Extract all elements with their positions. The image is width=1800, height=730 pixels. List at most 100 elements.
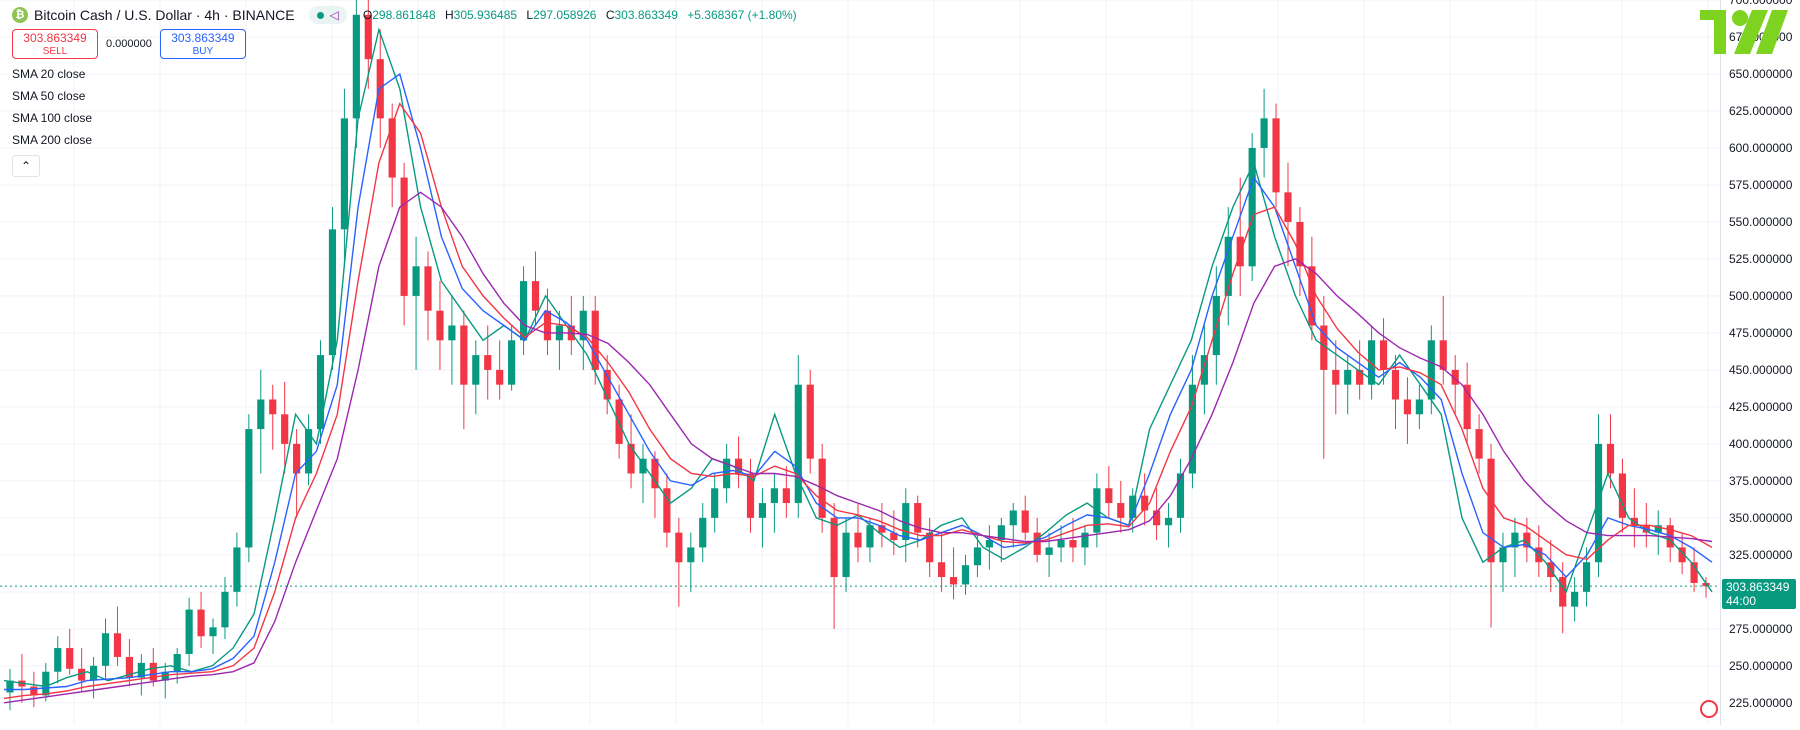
chart-canvas[interactable] — [0, 0, 1720, 725]
last-price-tag: 303.863349 44:00 — [1722, 579, 1796, 610]
candle-body — [316, 355, 325, 430]
candle-body — [340, 118, 348, 230]
candle-body — [1678, 547, 1686, 563]
high-label: H — [444, 8, 454, 22]
symbol-title[interactable]: Bitcoin Cash / U.S. Dollar · 4h · BINANC… — [34, 7, 295, 23]
candle-body — [101, 633, 110, 666]
candle-body — [806, 384, 814, 459]
candle-body — [1583, 562, 1591, 592]
spread-value: 0.000000 — [106, 38, 152, 50]
candle-body — [1511, 532, 1519, 548]
candle-body — [1379, 340, 1388, 370]
currency-flag-icon[interactable] — [1700, 700, 1718, 718]
price-chart[interactable] — [0, 0, 1720, 725]
candle-body — [1260, 118, 1268, 148]
price-scale[interactable]: 225.000000250.000000275.000000300.000000… — [1720, 0, 1800, 725]
price-tick-label: 600.000000 — [1729, 140, 1793, 155]
candle-body — [221, 591, 229, 628]
candle-body — [902, 503, 910, 541]
candle-body — [926, 532, 934, 563]
buy-button[interactable]: 303.863349 BUY — [159, 29, 246, 59]
candle-body — [1320, 325, 1328, 370]
candle-body — [1618, 473, 1627, 518]
price-tick-label: 225.000000 — [1729, 695, 1793, 710]
candle-body — [137, 662, 145, 678]
candle-body — [1606, 443, 1615, 474]
candle-body — [782, 488, 790, 504]
candle-body — [173, 653, 181, 672]
candle-body — [113, 633, 122, 657]
candle-body — [472, 355, 480, 385]
candle-body — [400, 177, 408, 296]
last-price-value: 303.863349 — [1726, 580, 1790, 595]
indicator-sma-100[interactable]: SMA 100 close — [12, 111, 93, 125]
sell-label: SELL — [42, 46, 68, 57]
candle-body — [1463, 384, 1471, 430]
candle-body — [1033, 532, 1041, 555]
candle-body — [543, 310, 552, 341]
symbol-header: ₿ Bitcoin Cash / U.S. Dollar · 4h · BINA… — [12, 6, 803, 24]
buy-price: 303.863349 — [171, 31, 235, 45]
candle-body — [866, 525, 874, 548]
candle-body — [1356, 369, 1364, 385]
candle-body — [1439, 340, 1447, 370]
indicator-sma-50[interactable]: SMA 50 close — [12, 89, 86, 103]
price-tick-label: 575.000000 — [1729, 177, 1793, 192]
candle-body — [1117, 503, 1125, 518]
candle-body — [1690, 562, 1698, 583]
indicator-sma-200[interactable]: SMA 200 close — [12, 133, 93, 147]
price-tick-label: 450.000000 — [1729, 362, 1793, 377]
high-value: 305.936485 — [453, 8, 518, 22]
tradingview-logo-icon[interactable] — [1700, 8, 1792, 56]
candle-body — [579, 310, 587, 341]
candle-body — [663, 488, 671, 533]
candle-body — [364, 14, 372, 60]
candle-body — [508, 340, 516, 385]
price-tick-label: 625.000000 — [1729, 103, 1793, 118]
candle-body — [388, 118, 396, 178]
candle-body — [89, 665, 98, 681]
candle-body — [1391, 369, 1400, 400]
candle-body — [209, 627, 217, 637]
chart-legend: ₿ Bitcoin Cash / U.S. Dollar · 4h · BINA… — [12, 6, 803, 177]
collapse-legend-button[interactable]: ⌃ — [12, 155, 40, 177]
candle-body — [687, 547, 695, 563]
candle-body — [1523, 532, 1531, 548]
candle-body — [1176, 473, 1185, 518]
candle-body — [1559, 577, 1567, 607]
price-tick-label: 650.000000 — [1729, 66, 1793, 81]
candle-body — [245, 429, 253, 548]
candle-body — [1344, 369, 1352, 385]
candle-body — [328, 229, 337, 356]
candle-body — [42, 671, 50, 696]
sell-price: 303.863349 — [23, 31, 87, 45]
candle-body — [997, 525, 1005, 541]
indicator-sma-20[interactable]: SMA 20 close — [12, 67, 86, 81]
market-status-pill[interactable]: ◁ — [308, 6, 347, 24]
candle-body — [1368, 340, 1376, 385]
close-label: C — [605, 8, 615, 22]
candle-body — [66, 648, 74, 669]
sma-200-line — [3, 191, 1713, 704]
trade-buttons: 303.863349 SELL 0.000000 303.863349 BUY — [12, 29, 803, 59]
change-value: +5.368367 (+1.80%) — [687, 8, 797, 22]
ohlc-values: O298.861848 H305.936485 L297.058926 C303… — [363, 8, 803, 22]
candle-body — [1200, 355, 1208, 385]
price-tick-label: 700.000000 — [1729, 0, 1793, 7]
candle-body — [603, 369, 611, 400]
candle-body — [1702, 582, 1710, 587]
candle-body — [352, 14, 360, 119]
price-tick-label: 500.000000 — [1729, 288, 1793, 303]
candle-body — [436, 310, 444, 341]
candle-body — [1069, 540, 1077, 548]
candle-body — [376, 59, 384, 119]
sma-50-line — [4, 72, 1713, 691]
candle-body — [30, 686, 38, 696]
sell-button[interactable]: 303.863349 SELL — [12, 29, 98, 59]
candle-body — [1571, 591, 1579, 607]
candle-body — [890, 532, 898, 541]
candle-body — [448, 325, 456, 341]
candle-body — [1284, 192, 1292, 222]
candle-body — [639, 458, 647, 474]
candle-body — [878, 525, 886, 533]
